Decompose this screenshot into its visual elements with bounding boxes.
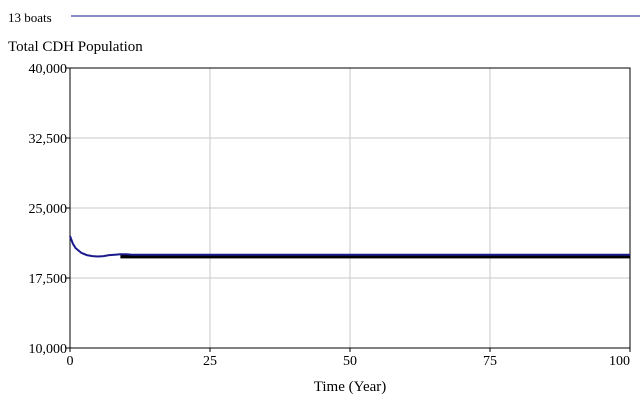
y-tick-label: 40,000 — [29, 62, 68, 77]
x-axis-label: Time (Year) — [314, 379, 387, 395]
y-tick-label: 10,000 — [29, 342, 68, 357]
series-layer — [69, 235, 631, 259]
x-tick-label: 0 — [67, 354, 74, 369]
legend: 13 boats — [8, 10, 640, 25]
grid — [70, 68, 630, 348]
x-tick-label: 50 — [343, 354, 357, 369]
y-tick-label: 32,500 — [29, 132, 68, 147]
x-axis-ticks: 0 25 50 75 100 — [67, 348, 631, 369]
x-tick-label: 100 — [609, 354, 630, 369]
x-tick-label: 75 — [483, 354, 497, 369]
legend-label: 13 boats — [8, 10, 52, 25]
y-tick-label: 17,500 — [29, 272, 68, 287]
series-oscillation-band — [120, 254, 631, 259]
x-tick-label: 25 — [203, 354, 217, 369]
chart-title: Total CDH Population — [8, 39, 143, 55]
y-tick-label: 25,000 — [29, 202, 68, 217]
series-line — [69, 235, 630, 258]
y-axis-ticks: 10,000 17,500 25,000 32,500 40,000 — [29, 62, 70, 357]
